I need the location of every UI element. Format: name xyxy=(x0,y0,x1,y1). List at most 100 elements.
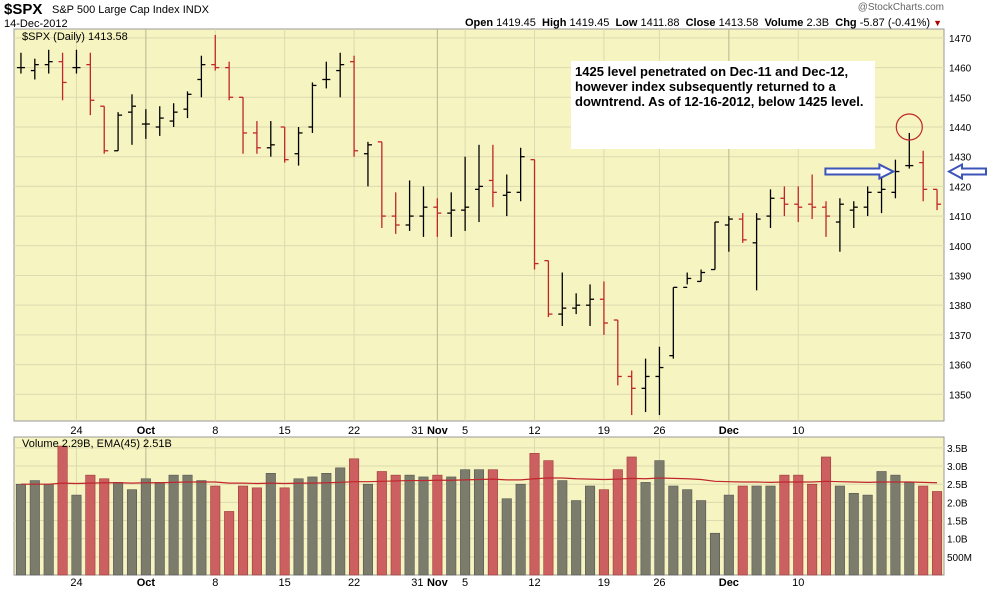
volume-bar xyxy=(29,480,40,576)
ohlc-bar xyxy=(530,159,539,270)
ohlc-bar xyxy=(822,201,831,237)
volume-bar xyxy=(251,487,262,576)
ohlc-bar xyxy=(933,188,942,211)
ohlc-bar xyxy=(613,319,622,386)
watermark: @StockCharts.com xyxy=(857,2,944,13)
volume-bar xyxy=(751,485,762,576)
volume-tick-label: 2.0B xyxy=(947,498,968,509)
volume-bar xyxy=(501,498,512,576)
ohlc-bar xyxy=(835,198,844,252)
volume-bar xyxy=(571,500,582,576)
volume-x-tick-label: 26 xyxy=(653,577,665,589)
volume-bar xyxy=(140,478,151,576)
ohlc-bar xyxy=(252,121,261,154)
ticker-symbol: $SPX xyxy=(4,1,43,18)
ohlc-bar xyxy=(169,103,178,127)
ohlc-bar xyxy=(738,213,747,243)
ohlc-bar xyxy=(433,198,442,237)
ohlc-bar xyxy=(280,126,289,163)
volume-tick-label: 2.5B xyxy=(947,480,968,491)
volume-bar xyxy=(876,471,887,576)
change-value: -5.87 (-0.41%) xyxy=(859,17,931,29)
security-full-name: S&P 500 Large Cap Index xyxy=(52,4,180,16)
ohlc-bar xyxy=(30,58,39,80)
volume-x-tick-label: 10 xyxy=(792,577,804,589)
ohlc-bar xyxy=(363,141,372,187)
down-triangle-icon: ▼ xyxy=(933,18,942,28)
volume-bar xyxy=(418,476,429,576)
open-label: Open xyxy=(464,17,494,29)
ohlc-bar xyxy=(599,281,608,335)
volume-x-tick-label: 8 xyxy=(212,577,218,589)
ohlc-bar xyxy=(114,112,123,152)
volume-bar xyxy=(335,467,346,576)
volume-bar xyxy=(196,480,207,576)
ohlc-bar xyxy=(86,52,95,116)
volume-tick-label: 1.5B xyxy=(947,517,968,528)
ohlc-bar xyxy=(891,159,900,199)
volume-bar xyxy=(279,487,290,576)
ohlc-bar xyxy=(641,358,650,413)
price-x-tick-label: 5 xyxy=(462,425,468,437)
price-tick-label: 1370 xyxy=(949,331,972,342)
volume-bar xyxy=(654,460,665,576)
high-value: 1419.45 xyxy=(569,17,610,29)
volume-bar xyxy=(793,474,804,576)
volume-bar xyxy=(723,494,734,576)
price-tick-label: 1450 xyxy=(949,93,972,104)
ohlc-bar xyxy=(141,109,150,139)
volume-bar xyxy=(904,482,915,576)
ohlc-bar xyxy=(669,286,678,359)
ohlc-bar xyxy=(211,34,220,71)
volume-bar xyxy=(265,473,276,576)
volume-bar xyxy=(529,453,540,576)
ohlc-bar xyxy=(44,49,53,74)
volume-value: 2.3B xyxy=(806,17,830,29)
price-x-tick-label: 12 xyxy=(528,425,540,437)
price-panel-label: $SPX (Daily) 1413.58 xyxy=(22,31,128,43)
volume-bar xyxy=(682,489,693,576)
price-x-tick-label: 24 xyxy=(70,425,82,437)
ohlc-bar xyxy=(724,216,733,252)
ohlc-bar xyxy=(808,174,817,220)
volume-bar xyxy=(918,485,929,576)
volume-bar xyxy=(626,456,637,576)
volume-x-tick-label: 12 xyxy=(528,577,540,589)
volume-x-tick-label: Nov xyxy=(427,577,449,589)
ohlc-bar xyxy=(863,186,872,217)
volume-bar xyxy=(585,485,596,576)
chart-date: 14-Dec-2012 xyxy=(4,18,68,30)
volume-panel-label: Volume 2.29B, EMA(45) 2.51B xyxy=(22,438,172,450)
price-x-tick-label: 31 xyxy=(411,425,423,437)
volume-bar xyxy=(71,494,82,576)
volume-tick-label: 1.0B xyxy=(947,535,968,546)
ohlc-bar xyxy=(294,127,303,166)
volume-bar xyxy=(598,489,609,576)
ohlc-bar xyxy=(322,61,331,89)
ohlc-bar xyxy=(766,189,775,228)
close-label: Close xyxy=(685,17,716,29)
price-tick-label: 1470 xyxy=(949,34,972,45)
volume-bar xyxy=(557,480,568,576)
ohlc-bar xyxy=(391,192,400,234)
volume-bar xyxy=(113,482,124,576)
volume-bar xyxy=(126,489,138,576)
volume-bar xyxy=(43,483,54,576)
volume-x-tick-label: Dec xyxy=(719,577,739,589)
ohlc-bar xyxy=(16,52,25,74)
ohlc-bar xyxy=(308,82,317,133)
ohlc-bar xyxy=(710,221,719,271)
volume-bar xyxy=(293,478,304,576)
ohlc-bar xyxy=(877,177,886,214)
price-tick-label: 1420 xyxy=(949,182,972,193)
ohlc-bar xyxy=(488,144,497,208)
volume-bar xyxy=(709,532,720,576)
volume-bar xyxy=(765,485,776,576)
volume-tick-label: 500M xyxy=(947,553,972,564)
price-tick-label: 1390 xyxy=(949,271,972,282)
volume-bar xyxy=(820,456,832,576)
volume-x-tick-label: 5 xyxy=(462,577,468,589)
ohlc-bar xyxy=(155,106,164,136)
volume-bar xyxy=(543,460,554,576)
ohlc-bar xyxy=(572,293,581,315)
